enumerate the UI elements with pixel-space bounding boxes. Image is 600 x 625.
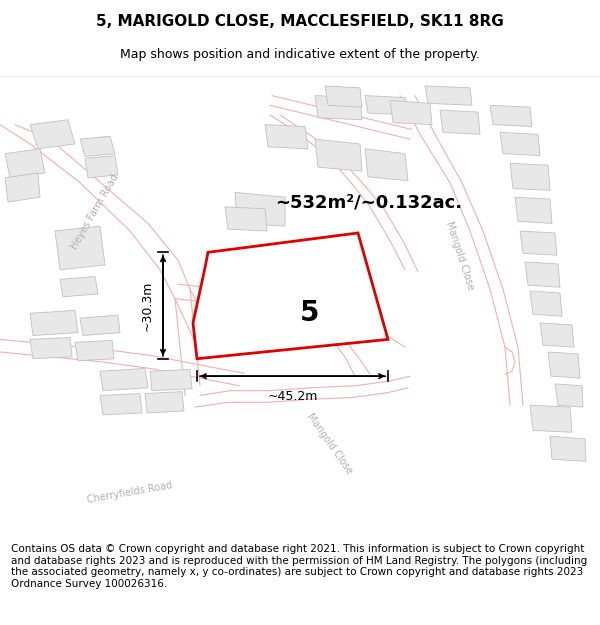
Text: 5, MARIGOLD CLOSE, MACCLESFIELD, SK11 8RG: 5, MARIGOLD CLOSE, MACCLESFIELD, SK11 8R… (96, 14, 504, 29)
Polygon shape (55, 226, 105, 270)
Polygon shape (500, 132, 540, 156)
Polygon shape (490, 105, 532, 126)
Polygon shape (225, 207, 267, 231)
Polygon shape (5, 173, 40, 202)
Polygon shape (548, 352, 580, 378)
Polygon shape (315, 139, 362, 171)
Polygon shape (540, 323, 574, 347)
Text: Contains OS data © Crown copyright and database right 2021. This information is : Contains OS data © Crown copyright and d… (11, 544, 587, 589)
Polygon shape (510, 163, 550, 191)
Polygon shape (265, 124, 308, 149)
Text: ~45.2m: ~45.2m (268, 390, 317, 402)
Text: Map shows position and indicative extent of the property.: Map shows position and indicative extent… (120, 48, 480, 61)
Polygon shape (30, 120, 75, 149)
Polygon shape (235, 192, 285, 226)
Polygon shape (100, 368, 148, 391)
Polygon shape (440, 110, 480, 134)
Polygon shape (85, 156, 118, 178)
Polygon shape (150, 369, 192, 391)
Polygon shape (30, 311, 78, 336)
Polygon shape (5, 149, 45, 178)
Polygon shape (75, 341, 114, 361)
Polygon shape (365, 149, 408, 181)
Polygon shape (520, 231, 557, 255)
Text: Cherryfields Road: Cherryfields Road (86, 480, 173, 504)
Text: Marigold Close: Marigold Close (305, 412, 355, 476)
Text: 5: 5 (300, 299, 320, 328)
Text: Heyes Farm Road: Heyes Farm Road (70, 173, 121, 251)
Polygon shape (530, 405, 572, 432)
Polygon shape (80, 136, 115, 156)
Text: ~30.3m: ~30.3m (140, 281, 154, 331)
Polygon shape (80, 315, 120, 336)
Polygon shape (60, 276, 98, 297)
Polygon shape (555, 384, 583, 407)
Polygon shape (100, 394, 142, 415)
Polygon shape (193, 233, 388, 359)
Polygon shape (530, 291, 562, 316)
Polygon shape (525, 262, 560, 287)
Polygon shape (325, 86, 362, 107)
Polygon shape (30, 338, 72, 359)
Polygon shape (550, 436, 586, 461)
Polygon shape (365, 96, 407, 115)
Text: Marigold Close: Marigold Close (444, 219, 476, 291)
Polygon shape (390, 101, 432, 124)
Polygon shape (315, 96, 362, 120)
Polygon shape (425, 86, 472, 105)
Text: ~532m²/~0.132ac.: ~532m²/~0.132ac. (275, 193, 462, 211)
Polygon shape (145, 392, 184, 413)
Polygon shape (515, 197, 552, 223)
